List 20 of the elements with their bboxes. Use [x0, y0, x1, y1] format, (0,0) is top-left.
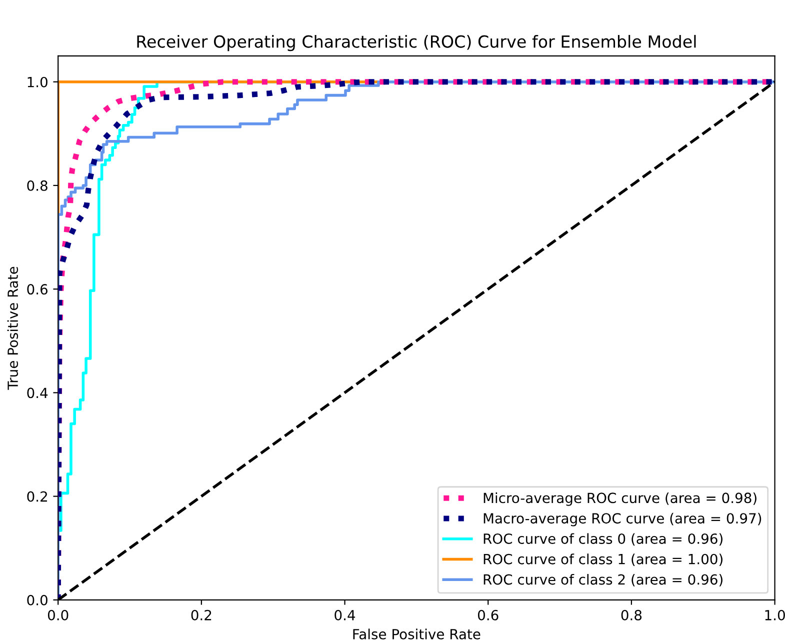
- x-tick-label: 0.2: [191, 610, 212, 620]
- y-tick-label: 0.4: [27, 388, 48, 398]
- legend-label: ROC curve of class 0 (area = 0.96): [484, 533, 722, 546]
- legend-label: ROC curve of class 2 (area = 0.96): [484, 574, 722, 586]
- y-tick-label: 0.2: [27, 491, 47, 502]
- x-tick-label: 0.8: [621, 610, 642, 620]
- x-tick-label: 0.6: [478, 610, 498, 620]
- x-tick-label: 1.0: [765, 610, 785, 620]
- x-tick-label: 0.0: [48, 610, 68, 620]
- legend-label: Micro-average ROC curve (area = 0.98): [484, 492, 756, 506]
- chart-title: Receiver Operating Characteristic (ROC) Curve for Ensemble Model: [137, 34, 696, 52]
- legend-label: ROC curve of class 1 (area = 1.00): [484, 554, 722, 566]
- y-axis-title: True Positive Rate: [7, 266, 18, 390]
- y-tick-label: 0.6: [27, 284, 48, 295]
- legend-label: Macro-average ROC curve (area = 0.97): [484, 512, 762, 526]
- y-tick-label: 0.0: [27, 594, 48, 606]
- y-tick-label: 1.0: [28, 76, 48, 88]
- x-tick-label: 0.4: [334, 610, 356, 620]
- x-axis-title: False Positive Rate: [353, 628, 480, 640]
- y-tick-label: 0.8: [27, 180, 48, 191]
